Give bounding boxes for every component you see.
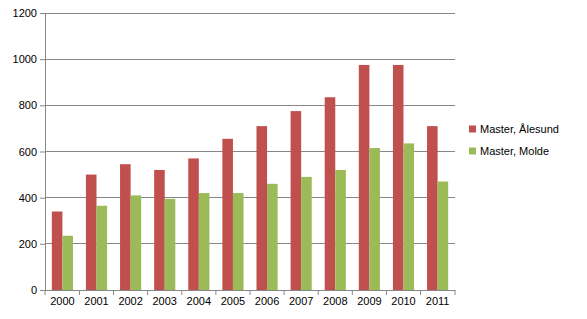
chart: 0200400600800100012002000200120022003200… bbox=[0, 0, 587, 319]
tick-label: 600 bbox=[19, 146, 37, 158]
grid-line bbox=[45, 59, 455, 60]
tick-label: 2011 bbox=[426, 295, 450, 307]
bars bbox=[52, 65, 448, 290]
bar bbox=[199, 193, 210, 290]
separator bbox=[250, 290, 251, 295]
legend-swatch bbox=[469, 126, 476, 133]
legend-label: Master, Ålesund bbox=[480, 123, 559, 135]
separator bbox=[455, 290, 456, 295]
tick: 600 bbox=[19, 146, 45, 158]
tick-label: 2003 bbox=[152, 295, 176, 307]
tick: 2010 bbox=[391, 290, 415, 307]
separator bbox=[386, 290, 387, 295]
legend: Master, Ålesund Master, Molde bbox=[469, 123, 559, 157]
separator bbox=[284, 290, 285, 295]
legend-swatch bbox=[469, 148, 476, 155]
axis-line bbox=[45, 14, 46, 291]
bar bbox=[52, 212, 63, 290]
bar bbox=[222, 139, 233, 290]
tick-label: 2006 bbox=[255, 295, 279, 307]
bar bbox=[165, 199, 176, 290]
bar bbox=[291, 111, 302, 290]
grid bbox=[45, 13, 455, 290]
bar bbox=[62, 236, 73, 290]
tick-label: 2010 bbox=[391, 295, 415, 307]
bar bbox=[325, 97, 336, 290]
tick: 2007 bbox=[289, 290, 313, 307]
bar bbox=[86, 175, 97, 290]
bar bbox=[97, 206, 108, 290]
legend-item: Master, Ålesund bbox=[469, 123, 559, 135]
category-separators bbox=[45, 290, 455, 295]
tick: 0 bbox=[31, 284, 45, 296]
tick: 2005 bbox=[221, 290, 245, 307]
bar bbox=[233, 193, 244, 290]
tick: 2006 bbox=[255, 290, 279, 307]
tick-label: 2000 bbox=[50, 295, 74, 307]
separator bbox=[181, 290, 182, 295]
tick-label: 0 bbox=[31, 284, 37, 296]
tick: 1000 bbox=[13, 53, 45, 65]
tick-mark bbox=[40, 244, 45, 245]
bar bbox=[256, 126, 267, 290]
tick-label: 2008 bbox=[323, 295, 347, 307]
separator bbox=[420, 290, 421, 295]
tick: 2004 bbox=[187, 290, 211, 307]
separator bbox=[45, 290, 46, 295]
tick: 2003 bbox=[152, 290, 176, 307]
tick: 200 bbox=[19, 238, 45, 250]
tick: 800 bbox=[19, 99, 45, 111]
tick-label: 1000 bbox=[13, 53, 37, 65]
tick-label: 800 bbox=[19, 99, 37, 111]
bar bbox=[359, 65, 370, 290]
bar bbox=[427, 126, 438, 290]
separator bbox=[79, 290, 80, 295]
tick-mark bbox=[40, 198, 45, 199]
tick-mark bbox=[40, 13, 45, 14]
bar bbox=[393, 65, 404, 290]
tick: 2011 bbox=[426, 290, 450, 307]
bar bbox=[335, 170, 346, 290]
legend-item: Master, Molde bbox=[469, 145, 549, 157]
tick-label: 2001 bbox=[84, 295, 108, 307]
tick-mark bbox=[40, 59, 45, 60]
tick: 400 bbox=[19, 192, 45, 204]
tick-mark bbox=[40, 105, 45, 106]
bar bbox=[154, 170, 165, 290]
grid-line bbox=[45, 13, 455, 14]
tick: 2008 bbox=[323, 290, 347, 307]
tick-mark bbox=[40, 290, 45, 291]
bar bbox=[438, 182, 449, 290]
x-axis: 2000 2001 2002 2003 2004 2005 2006 2007 2008 2009… bbox=[45, 290, 456, 307]
separator bbox=[352, 290, 353, 295]
tick: 2000 bbox=[50, 290, 74, 307]
tick-label: 2007 bbox=[289, 295, 313, 307]
separator bbox=[113, 290, 114, 295]
bar bbox=[267, 184, 278, 290]
plot: 0200400600800100012002000200120022003200… bbox=[13, 7, 456, 307]
tick-label: 1200 bbox=[13, 7, 37, 19]
bar bbox=[403, 143, 414, 290]
tick: 2001 bbox=[84, 290, 108, 307]
tick-label: 400 bbox=[19, 192, 37, 204]
tick-label: 2002 bbox=[118, 295, 142, 307]
tick: 1200 bbox=[13, 7, 45, 19]
bar bbox=[301, 177, 312, 290]
separator bbox=[318, 290, 319, 295]
bar bbox=[188, 158, 199, 290]
y-axis: 0 200 400 600 800 1000 1200 bbox=[13, 7, 46, 296]
tick: 2002 bbox=[118, 290, 142, 307]
tick-label: 2004 bbox=[187, 295, 211, 307]
tick: 2009 bbox=[357, 290, 381, 307]
bar bbox=[120, 164, 131, 290]
bar bbox=[369, 148, 380, 290]
tick-label: 200 bbox=[19, 238, 37, 250]
tick-mark bbox=[40, 152, 45, 153]
bar bbox=[131, 195, 142, 290]
tick-label: 2005 bbox=[221, 295, 245, 307]
separator bbox=[147, 290, 148, 295]
tick-label: 2009 bbox=[357, 295, 381, 307]
separator bbox=[215, 290, 216, 295]
legend-label: Master, Molde bbox=[480, 145, 549, 157]
